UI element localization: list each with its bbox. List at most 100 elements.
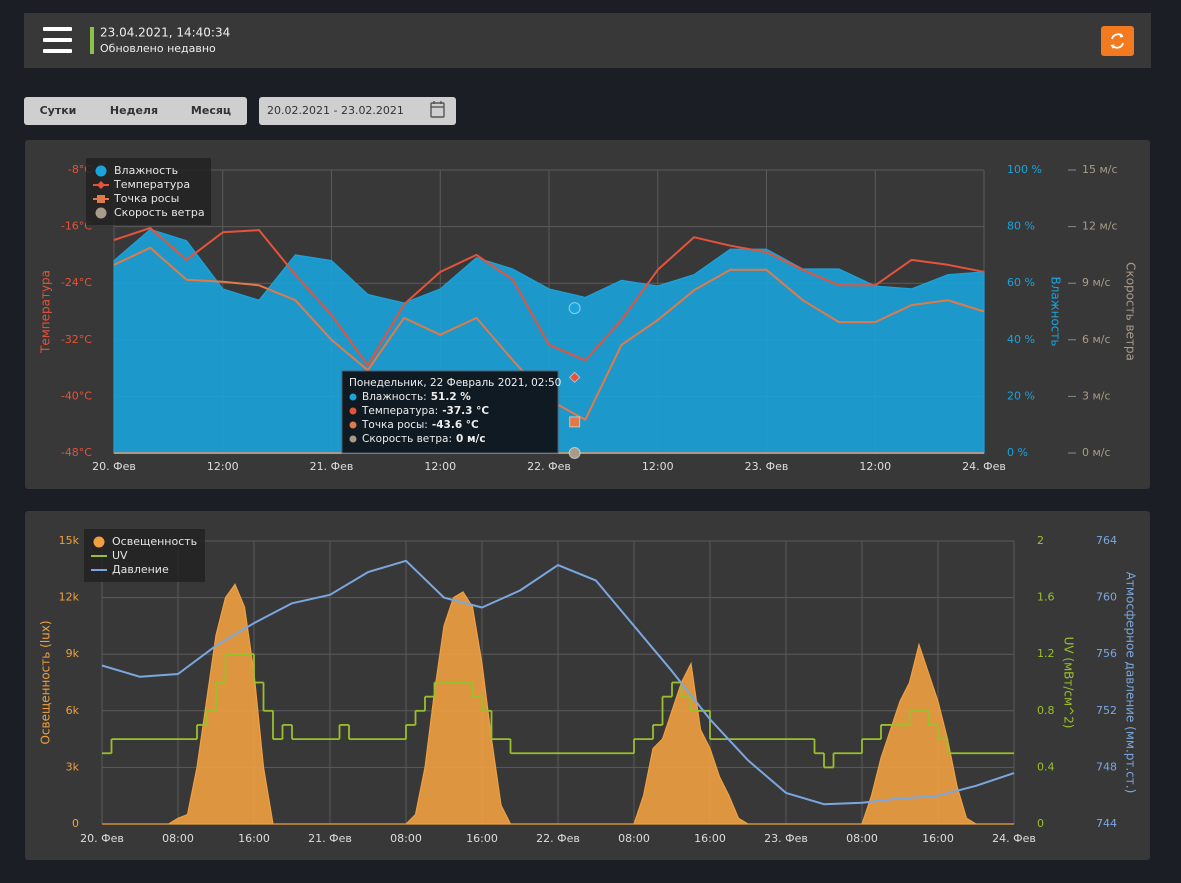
line — [113, 227, 985, 367]
y3-tick-label: 6 м/с — [1082, 333, 1111, 346]
legend-label: Температура — [113, 178, 190, 191]
area — [113, 228, 985, 454]
tooltip-item: Скорость ветра: 0 м/с — [362, 433, 486, 445]
date-range: 20.02.2021 - 23.02.2021 — [267, 104, 404, 117]
timestamp: 23.04.2021, 14:40:34 — [100, 26, 230, 40]
x-tick-label: 12:00 — [859, 460, 891, 473]
y3-tick-label: 760 — [1096, 591, 1117, 604]
tooltip-dot — [349, 421, 357, 429]
legend-marker — [95, 207, 107, 219]
tooltip-dot — [349, 435, 357, 443]
x-tick-label: 20. Фев — [92, 460, 136, 473]
y3-tick-label: 752 — [1096, 704, 1117, 717]
tooltip-dot — [349, 393, 357, 401]
y-tick-label: -24°C — [61, 276, 92, 289]
x-tick-label: 21. Фев — [310, 460, 354, 473]
y3-tick-label: 744 — [1096, 817, 1117, 830]
x-tick-label: 16:00 — [922, 832, 954, 845]
tooltip-item: Температура: -37.3 °C — [361, 405, 489, 417]
axis-title: Влажность — [1049, 277, 1063, 347]
status-bar — [90, 27, 94, 54]
y-tick-label: 9k — [66, 647, 80, 660]
tooltip-label: Скорость ветра: — [362, 433, 452, 445]
axis-title: Температура — [39, 270, 53, 354]
y3-tick-label: 756 — [1096, 647, 1117, 660]
legend-label: Влажность — [114, 164, 178, 177]
legend-marker — [93, 536, 105, 548]
legend-label: Скорость ветра — [114, 206, 205, 219]
tooltip-value: -37.3 °C — [442, 405, 489, 417]
x-tick-label: 21. Фев — [308, 832, 352, 845]
y2-tick-label: 2 — [1037, 534, 1044, 547]
legend-label: UV — [112, 549, 128, 562]
date-picker[interactable] — [259, 97, 456, 125]
x-tick-label: 22. Фев — [527, 460, 571, 473]
period-group — [24, 97, 247, 125]
y2-tick-label: 0.8 — [1037, 704, 1055, 717]
y-tick-label: 0 — [72, 817, 79, 830]
tooltip-value: -43.6 °C — [432, 419, 479, 431]
tooltip-box — [341, 370, 559, 454]
x-tick-label: 08:00 — [846, 832, 878, 845]
calendar-icon[interactable] — [430, 101, 445, 118]
period-button[interactable]: Сутки — [40, 104, 77, 117]
period-button[interactable]: Месяц — [191, 104, 231, 117]
tooltip-title: Понедельник, 22 Февраль 2021, 02:50 — [349, 377, 561, 389]
tooltip-label: Температура: — [361, 405, 438, 417]
y3-tick-label: 12 м/с — [1082, 220, 1118, 233]
legend-label: Давление — [112, 563, 169, 576]
y-tick-label: -40°C — [61, 389, 92, 402]
hover-marker — [568, 447, 581, 459]
y2-tick-label: 20 % — [1007, 389, 1035, 402]
y3-tick-label: 15 м/с — [1082, 163, 1118, 176]
y2-tick-label: 100 % — [1007, 163, 1042, 176]
y-tick-label: 3k — [66, 760, 80, 773]
line — [101, 559, 1015, 806]
x-tick-label: 08:00 — [390, 832, 422, 845]
x-tick-label: 16:00 — [238, 832, 270, 845]
y2-tick-label: 0 — [1037, 817, 1044, 830]
refresh-button[interactable] — [1101, 26, 1134, 56]
x-tick-label: 08:00 — [618, 832, 650, 845]
tooltip-value: 51.2 % — [431, 391, 472, 403]
tooltip-item: Влажность: 51.2 % — [362, 391, 471, 403]
chart-panel — [25, 511, 1150, 860]
x-tick-label: 16:00 — [694, 832, 726, 845]
legend-label: Освещенность — [112, 535, 197, 548]
x-tick-label: 20. Фев — [80, 832, 124, 845]
axis-title: Освещенность (lux) — [39, 620, 53, 744]
legend-box — [86, 158, 211, 225]
area — [102, 583, 1014, 825]
y3-tick-label: 764 — [1096, 534, 1117, 547]
x-tick-label: 12:00 — [207, 460, 239, 473]
hover-marker — [569, 416, 581, 428]
legend-label: Точка росы — [113, 192, 179, 205]
axis-title: Скорость ветра — [1124, 262, 1138, 361]
y2-tick-label: 1.2 — [1037, 647, 1055, 660]
period-button[interactable]: Неделя — [110, 104, 158, 117]
y3-tick-label: 748 — [1096, 760, 1117, 773]
tooltip-label: Точка росы: — [361, 419, 428, 431]
y3-tick-label: 0 м/с — [1082, 446, 1111, 459]
y3-tick-label: 9 м/с — [1082, 276, 1111, 289]
x-tick-label: 23. Фев — [745, 460, 789, 473]
y-tick-label: -48°C — [61, 446, 92, 459]
x-tick-label: 23. Фев — [764, 832, 808, 845]
y-tick-label: 12k — [59, 591, 80, 604]
top-bar — [24, 13, 1151, 68]
tooltip-dot — [349, 407, 357, 415]
y2-tick-label: 0 % — [1007, 446, 1028, 459]
legend-marker — [97, 181, 105, 189]
x-tick-label: 24. Фев — [962, 460, 1006, 473]
legend-marker — [95, 165, 107, 177]
y-tick-label: -16°C — [61, 220, 92, 233]
y2-tick-label: 0.4 — [1037, 760, 1055, 773]
hover-marker — [568, 302, 581, 315]
y2-tick-label: 60 % — [1007, 276, 1035, 289]
menu-button[interactable] — [43, 27, 72, 53]
x-tick-label: 16:00 — [466, 832, 498, 845]
x-tick-label: 22. Фев — [536, 832, 580, 845]
tooltip-item: Точка росы: -43.6 °C — [361, 419, 479, 431]
